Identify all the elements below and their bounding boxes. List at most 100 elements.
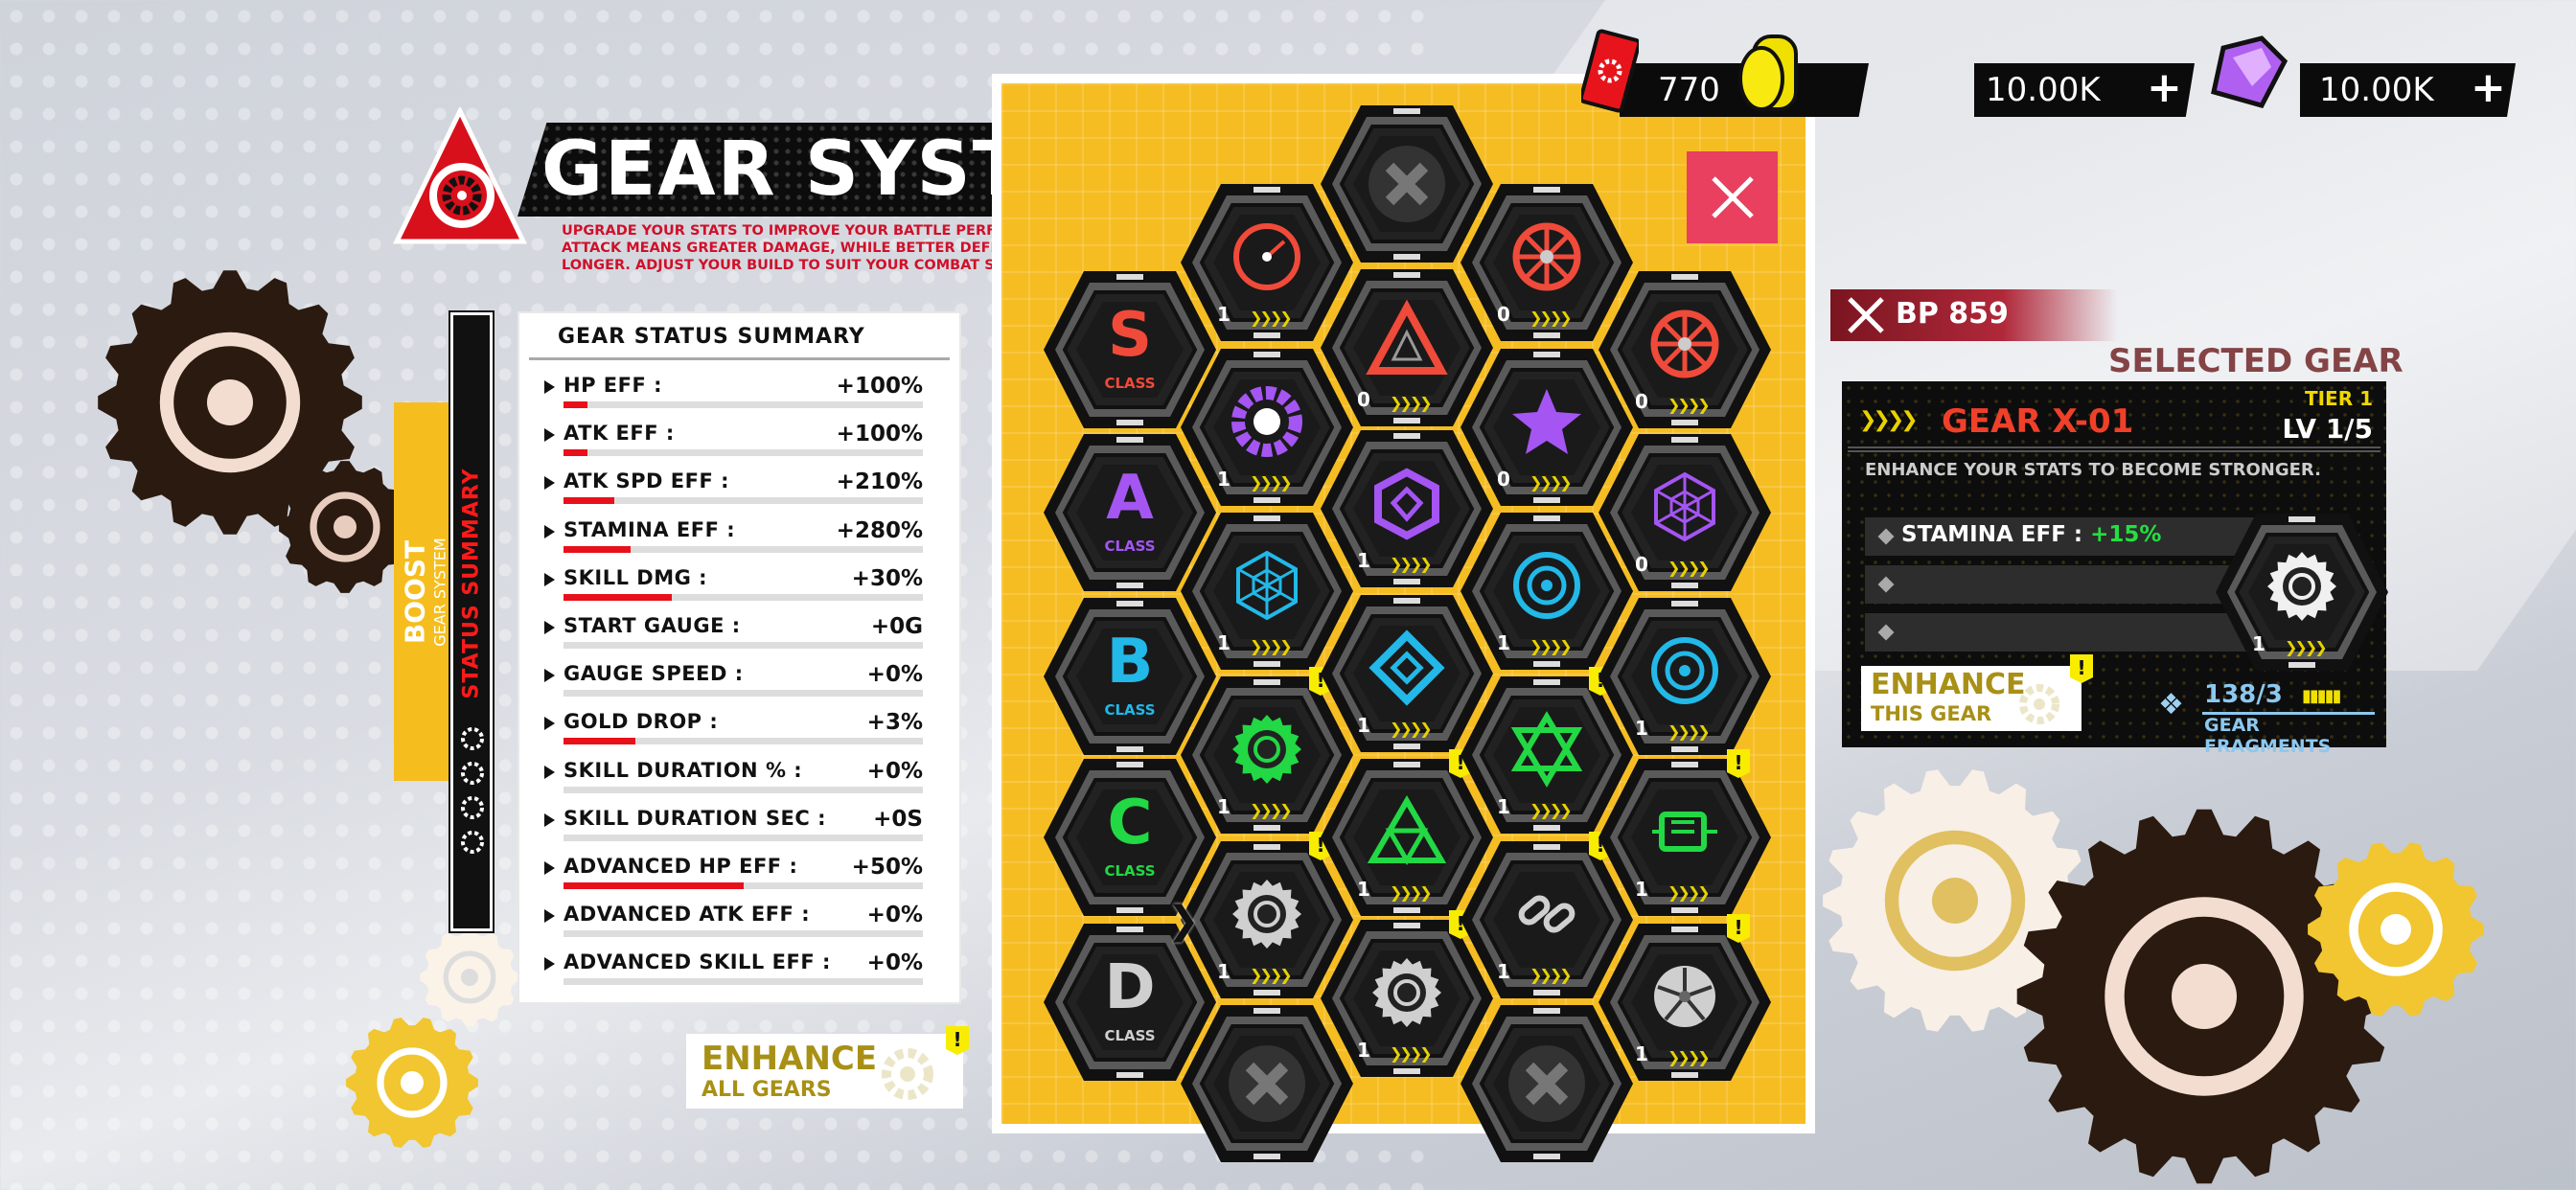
stat-bar bbox=[564, 882, 923, 889]
locked-gear-slot[interactable] bbox=[1460, 1005, 1633, 1162]
summary-row: SKILL DURATION SEC : +0S bbox=[540, 802, 938, 850]
class-c-hex: C CLASS bbox=[1044, 759, 1216, 916]
gear-level-badge: 1 bbox=[1217, 468, 1230, 491]
class-label: CLASS bbox=[1104, 701, 1156, 719]
stat-value: +0G bbox=[870, 614, 923, 639]
class-label: CLASS bbox=[1104, 1027, 1156, 1044]
web-icon bbox=[1236, 550, 1298, 621]
gear-level-badge: 0 bbox=[1357, 388, 1370, 411]
stat-bar bbox=[564, 545, 923, 553]
locked-icon bbox=[1368, 146, 1445, 222]
stat-value: +3% bbox=[866, 710, 923, 736]
gear-slot[interactable]: 1 ❯❯❯❯! bbox=[1321, 910, 1493, 1077]
fragments-bar: ▮▮▮▮▮ bbox=[2302, 686, 2342, 706]
chevrons-icon: ❯❯❯❯ bbox=[1390, 394, 1433, 412]
gear-slot[interactable]: 1 ❯❯❯❯ bbox=[1598, 598, 1771, 755]
stat-bar bbox=[564, 593, 923, 601]
gear-slot[interactable]: 1 ❯❯❯❯ bbox=[1460, 513, 1633, 670]
gear-slot[interactable]: 0 ❯❯❯❯ bbox=[1460, 349, 1633, 506]
gear-level-badge: 1 bbox=[1217, 960, 1230, 983]
gear-level-badge: 1 bbox=[1357, 1039, 1370, 1062]
chevrons-icon: ❯❯❯❯ bbox=[1250, 966, 1293, 984]
class-b-hex: B CLASS bbox=[1044, 598, 1216, 755]
add-currency-button[interactable]: + bbox=[2471, 63, 2506, 112]
dial-icon bbox=[1233, 223, 1300, 290]
stat-bar bbox=[564, 786, 923, 793]
stat-bar bbox=[564, 834, 923, 841]
summary-row: ADVANCED HP EFF : +50% bbox=[540, 850, 938, 898]
hexagon-icon bbox=[1374, 468, 1439, 540]
gear-slot[interactable]: 1 ❯❯❯❯! bbox=[1181, 667, 1353, 834]
enhance-all-gears-button[interactable]: ENHANCE ALL GEARS ! bbox=[686, 1026, 969, 1109]
stat-bar-fill bbox=[564, 449, 588, 457]
triangle-bullet-icon bbox=[544, 765, 555, 779]
gear-slot[interactable]: 1 ❯❯❯❯ bbox=[1321, 595, 1493, 752]
class-label: CLASS bbox=[1104, 538, 1156, 555]
stat-label: GOLD DROP : bbox=[564, 710, 719, 734]
alert-badge: ! bbox=[1727, 914, 1750, 943]
currency-value: 10.00K bbox=[1986, 71, 2101, 109]
class-letter: S bbox=[1107, 300, 1153, 371]
tab-status-summary[interactable]: STATUS SUMMARY bbox=[450, 312, 493, 931]
summary-row: START GAUGE : +0G bbox=[540, 609, 938, 657]
enhance-this-gear-button[interactable]: ENHANCE THIS GEAR ! bbox=[1861, 654, 2093, 731]
ticket-icon bbox=[1578, 29, 1642, 119]
currency-value: 770 bbox=[1658, 71, 1720, 109]
stat-label: ATK SPD EFF : bbox=[564, 469, 730, 493]
gear-icons-strip bbox=[461, 727, 484, 854]
class-letter: B bbox=[1106, 627, 1154, 698]
chevrons-icon: ❯❯❯❯ bbox=[1530, 309, 1573, 327]
currency-value: 10.00K bbox=[2319, 71, 2434, 109]
gear-slot[interactable]: 1 ❯❯❯❯ bbox=[1181, 349, 1353, 506]
gear-level-badge: 0 bbox=[1635, 390, 1648, 413]
gear-slot[interactable]: 0 ❯❯❯❯ bbox=[1460, 184, 1633, 341]
gear-slot[interactable]: 1 ❯❯❯❯ bbox=[1181, 513, 1353, 670]
battle-power-value: BP 859 bbox=[1896, 297, 2009, 331]
gear-slot[interactable]: 1 ❯❯❯❯! bbox=[1321, 749, 1493, 916]
gear-slot[interactable]: 1 ❯❯❯❯! bbox=[1460, 667, 1633, 834]
decorative-gears-right bbox=[1823, 769, 2484, 1184]
alert-badge: ! bbox=[1727, 749, 1750, 778]
stat-label: STAMINA EFF : bbox=[564, 517, 736, 541]
class-letter: C bbox=[1107, 788, 1153, 858]
enhance-label: ENHANCE bbox=[702, 1040, 878, 1078]
enhance-sublabel: THIS GEAR bbox=[1871, 702, 1992, 725]
gear-slot[interactable]: 1 ❯❯❯❯ bbox=[1321, 430, 1493, 587]
close-button[interactable] bbox=[1687, 151, 1778, 243]
triangle-bullet-icon bbox=[544, 669, 555, 683]
summary-row: ATK EFF : +100% bbox=[540, 417, 938, 465]
gear-slot[interactable]: 1 ❯❯❯❯ bbox=[1181, 184, 1353, 341]
gear-slot[interactable]: 0 ❯❯❯❯ bbox=[1598, 271, 1771, 428]
chevrons-icon: ❯❯❯❯ bbox=[1530, 637, 1573, 655]
locked-gear-slot[interactable] bbox=[1181, 1005, 1353, 1162]
stat-label: ATK EFF : bbox=[564, 422, 675, 446]
gear-slot[interactable]: 1 ❯❯❯❯! ❯ bbox=[1167, 832, 1353, 998]
chevrons-icon: ❯❯❯❯ bbox=[1390, 555, 1433, 573]
star-icon bbox=[1512, 389, 1581, 454]
tab-boost-gear-system[interactable]: BOOST GEAR SYSTEM bbox=[394, 402, 451, 781]
gear-slot[interactable]: 1 ❯❯❯❯! bbox=[1598, 914, 1771, 1081]
stat-bar-fill bbox=[564, 401, 588, 408]
gear-level-badge: 1 bbox=[1635, 1042, 1648, 1065]
gear-description: ENHANCE YOUR STATS TO BECOME STRONGER. bbox=[1865, 460, 2321, 480]
gear-slot[interactable]: 1 ❯❯❯❯! bbox=[1460, 832, 1633, 998]
gear-slot[interactable]: 1 ❯❯❯❯! bbox=[1598, 749, 1771, 916]
gold-coin-icon bbox=[1735, 29, 1802, 119]
summary-row: SKILL DURATION % : +0% bbox=[540, 754, 938, 802]
stat-label: ADVANCED SKILL EFF : bbox=[564, 950, 831, 974]
locked-gear-slot[interactable] bbox=[1321, 105, 1493, 263]
class-a-hex: A CLASS bbox=[1044, 434, 1216, 591]
chevrons-icon: ❯❯❯❯ bbox=[1390, 883, 1433, 902]
gear-slot[interactable]: 0 ❯❯❯❯ bbox=[1598, 434, 1771, 591]
boost-label: BOOST bbox=[399, 539, 431, 644]
stat-value: +0% bbox=[866, 662, 923, 688]
add-currency-button[interactable]: + bbox=[2147, 63, 2182, 112]
chevrons-icon: ❯❯❯❯ bbox=[1250, 637, 1293, 655]
class-letter: D bbox=[1104, 952, 1156, 1023]
gear-level: LV 1/5 bbox=[2282, 413, 2373, 445]
knot-icon bbox=[1368, 629, 1445, 706]
stat-bar bbox=[564, 930, 923, 938]
triangle-bullet-icon bbox=[544, 812, 555, 827]
helm-wheel-icon bbox=[1512, 222, 1581, 291]
gear-slot[interactable]: 0 ❯❯❯❯ bbox=[1321, 269, 1493, 426]
